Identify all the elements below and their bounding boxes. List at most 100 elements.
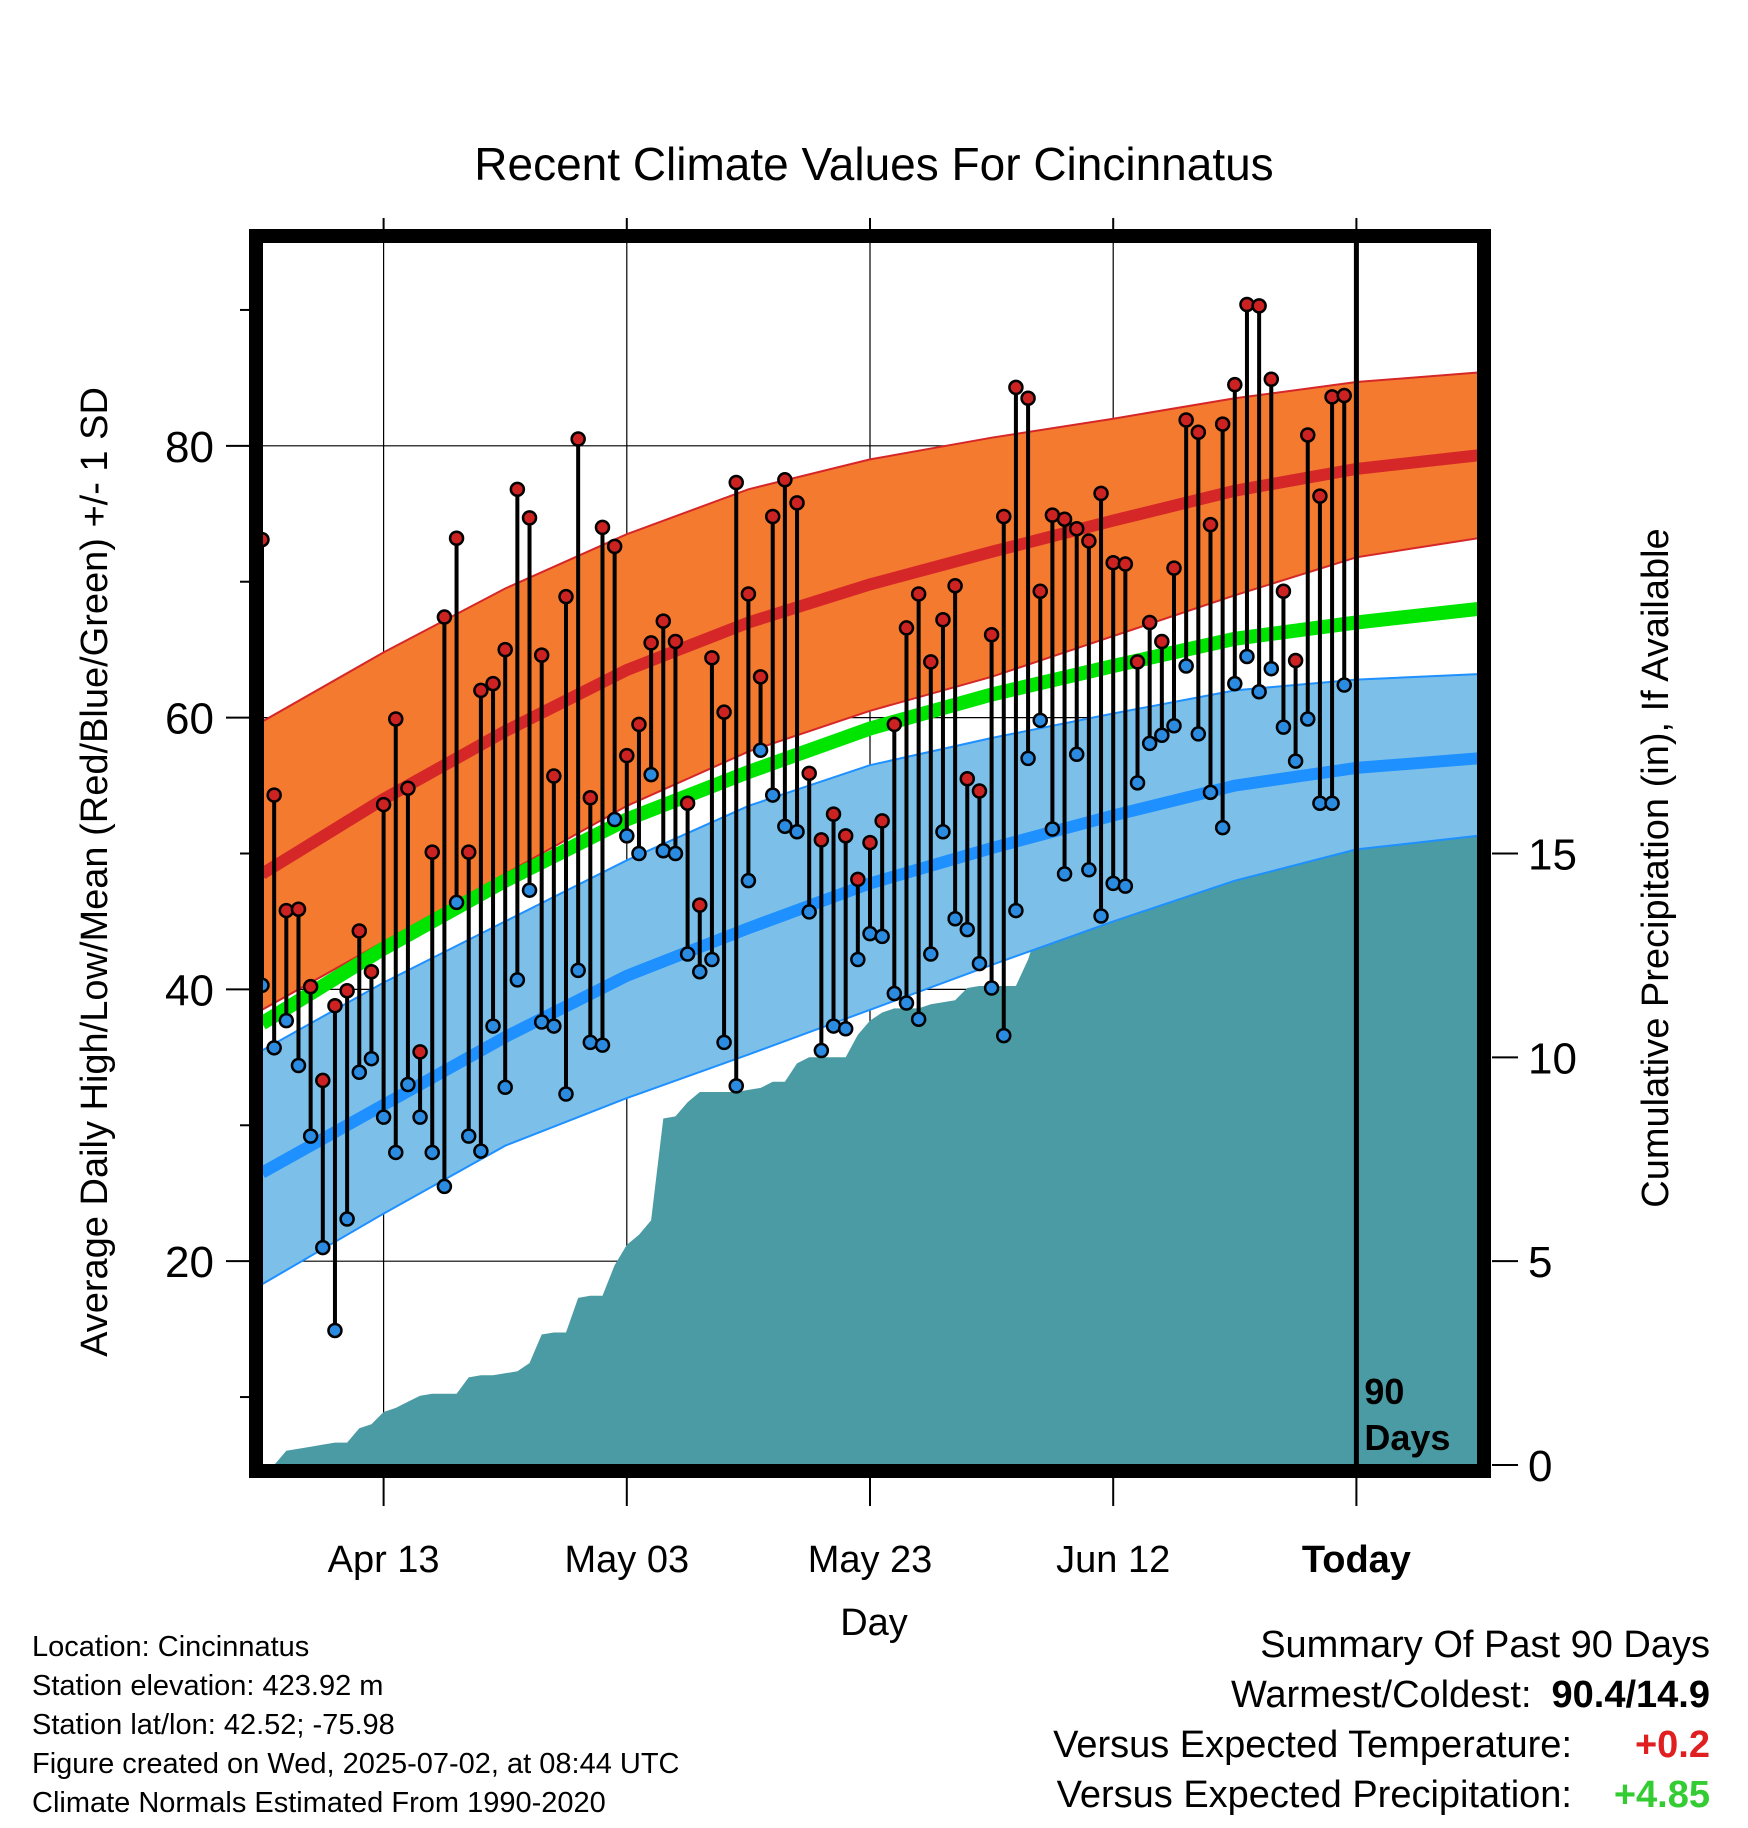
- daily-high-point: [606, 538, 623, 555]
- x-tick-label: May 23: [808, 1539, 933, 1581]
- daily-low-point: [266, 1040, 282, 1056]
- x-tick-label: Jun 12: [1056, 1539, 1170, 1581]
- daily-high-point: [1300, 427, 1316, 443]
- axes: 20 40 60 80 0 5 10 15 Apr 13 May 03 May 23 Jun 12 To…: [165, 218, 1577, 1581]
- daily-low-point: [898, 995, 915, 1011]
- daily-low-point: [606, 811, 623, 828]
- daily-high-point: [400, 780, 416, 797]
- daily-low-point: [874, 928, 890, 945]
- daily-high-point: [546, 768, 562, 784]
- daily-high-point: [533, 647, 550, 663]
- daily-low-point: [716, 1034, 732, 1051]
- precipitation-area: [262, 739, 1478, 1465]
- daily-high-point: [1178, 412, 1194, 428]
- daily-low-point: [412, 1109, 428, 1125]
- daily-high-point: [789, 495, 805, 511]
- chart-title: Recent Climate Values For Cincinnatus: [474, 138, 1273, 190]
- daily-high-point: [886, 716, 903, 733]
- daily-high-point: [448, 530, 465, 546]
- daily-low-point: [667, 845, 684, 862]
- daily-low-point: [460, 1128, 477, 1144]
- daily-high-point: [1093, 485, 1109, 502]
- high-normal-band: [262, 371, 1478, 1011]
- daily-high-point: [1117, 556, 1134, 572]
- daily-high-point: [1263, 371, 1280, 387]
- daily-low-point: [1166, 718, 1182, 734]
- daily-low-point: [570, 962, 586, 979]
- daily-high-point: [1251, 298, 1267, 314]
- daily-high-point: [1154, 633, 1170, 650]
- daily-high-point: [1202, 516, 1219, 533]
- plot-area: [262, 242, 1478, 1465]
- y-tick-label: 60: [165, 695, 214, 744]
- daily-low-point: [1263, 660, 1280, 677]
- daily-high-point: [1081, 533, 1097, 549]
- daily-low-point: [862, 925, 878, 942]
- daily-low-point: [1105, 875, 1121, 892]
- daily-low-point: [1141, 735, 1158, 752]
- daily-low-point: [1214, 819, 1231, 836]
- daily-low-point: [923, 946, 939, 962]
- daily-low-point: [886, 985, 903, 1002]
- daily-low-point: [1287, 753, 1304, 769]
- y2-tick-label: 10: [1528, 1034, 1577, 1083]
- daily-high-point: [667, 633, 684, 650]
- daily-low-point: [947, 910, 963, 927]
- daily-low-point: [752, 742, 769, 758]
- daily-high-point: [862, 834, 878, 851]
- x-tick-label: May 03: [564, 1539, 689, 1581]
- daily-high-point: [825, 806, 842, 822]
- daily-low-point: [1117, 878, 1134, 894]
- daily-high-point: [388, 711, 404, 727]
- daily-low-point: [582, 1034, 599, 1051]
- daily-high-point: [1214, 416, 1231, 432]
- daily-high-point: [290, 901, 307, 917]
- summary-panel: Summary Of Past 90 Days Warmest/Coldest:…: [1053, 1620, 1710, 1820]
- daily-high-point: [971, 783, 988, 799]
- daily-high-point: [594, 519, 611, 536]
- daily-low-point: [1081, 862, 1097, 878]
- daily-low-point: [363, 1050, 380, 1067]
- daily-high-point: [728, 474, 744, 491]
- daily-high-point: [1336, 387, 1352, 404]
- daily-low-point: [764, 787, 781, 803]
- high-normal-mean-line: [262, 449, 1478, 880]
- daily-high-point: [485, 675, 501, 692]
- daily-high-point: [996, 508, 1012, 525]
- daily-low-point: [351, 1064, 368, 1081]
- daily-low-point: [1008, 902, 1024, 919]
- daily-high-point: [497, 641, 513, 658]
- daily-low-point: [339, 1211, 355, 1227]
- daily-low-point: [485, 1018, 501, 1034]
- daily-low-point: [497, 1079, 513, 1095]
- daily-low-point: [315, 1239, 331, 1256]
- daily-low-point: [388, 1144, 404, 1161]
- daily-high-point: [935, 612, 951, 628]
- daily-high-point: [813, 832, 830, 848]
- daily-low-point: [375, 1109, 392, 1125]
- summary-precip-row: Versus Expected Precipitation: +4.85: [1053, 1770, 1710, 1820]
- y2-axis-label: Cumulative Precipitation (in), If Availa…: [1635, 528, 1677, 1207]
- low-normal-band: [262, 673, 1478, 1286]
- daily-high-point: [898, 620, 915, 636]
- daily-high-point: [375, 796, 392, 813]
- daily-low-point: [473, 1143, 489, 1159]
- daily-high-point: [850, 871, 866, 888]
- daily-high-point: [1032, 583, 1048, 599]
- daily-high-point: [266, 787, 282, 803]
- daily-low-point: [327, 1322, 343, 1339]
- daily-low-point: [1093, 908, 1109, 924]
- daily-high-point: [424, 844, 440, 860]
- daily-low-point: [1032, 712, 1048, 729]
- daily-low-point: [679, 946, 696, 962]
- latlon-text: Station lat/lon: 42.52; -75.98: [32, 1709, 395, 1741]
- daily-high-point: [473, 682, 489, 699]
- daily-low-point: [1275, 719, 1292, 735]
- y-axis-label: Average Daily High/Low/Mean (Red/Blue/Gr…: [74, 387, 116, 1357]
- today-annotation: Days: [1364, 1417, 1450, 1458]
- daily-low-point: [302, 1128, 319, 1144]
- daily-low-point: [1190, 726, 1207, 742]
- daily-high-point: [947, 578, 963, 594]
- created-text: Figure created on Wed, 2025-07-02, at 08…: [32, 1748, 680, 1780]
- daily-high-point: [619, 747, 635, 764]
